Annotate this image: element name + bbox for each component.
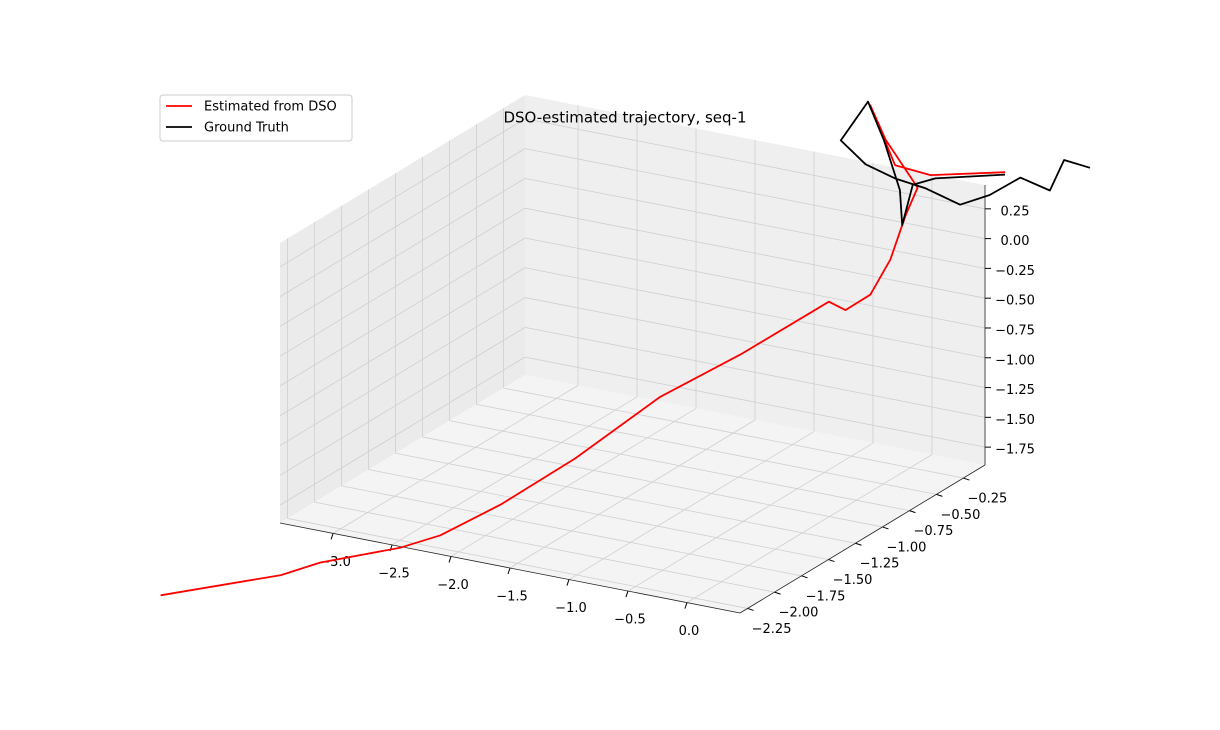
z-tick-label: −1.25 xyxy=(995,383,1035,398)
legend-label: Ground Truth xyxy=(204,121,289,136)
y-tick xyxy=(963,477,970,481)
x-tick-label: −1.0 xyxy=(555,601,587,616)
z-tick-label: 0.25 xyxy=(1001,204,1030,219)
grid-line xyxy=(524,118,986,210)
grid-line xyxy=(279,267,526,417)
legend: Estimated from DSO Ground Truth xyxy=(159,94,353,142)
x-tick-label: 0.0 xyxy=(679,624,700,639)
y-tick xyxy=(909,510,916,514)
z-tick-label: −0.25 xyxy=(995,264,1035,279)
x-tick-label: −0.5 xyxy=(614,613,646,628)
z-tick-label: −0.75 xyxy=(995,323,1035,338)
grid-line xyxy=(524,267,986,359)
x-tick-label: −2.0 xyxy=(437,578,469,593)
y-tick xyxy=(801,575,808,579)
x-tick xyxy=(566,579,570,586)
grid-line xyxy=(509,419,756,569)
grid-line xyxy=(287,518,748,609)
x-tick xyxy=(625,590,629,598)
x-tick xyxy=(330,533,334,540)
grid-line xyxy=(524,207,986,299)
grid-line xyxy=(279,297,526,446)
grid-line xyxy=(279,207,526,357)
chart-title: DSO-estimated trajectory, seq-1 xyxy=(503,109,746,127)
y-tick xyxy=(936,493,943,497)
x-tick-label: −2.5 xyxy=(378,566,410,581)
grid-line xyxy=(503,387,964,479)
y-tick-label: −0.75 xyxy=(914,524,954,539)
grid-line xyxy=(391,396,638,546)
grid-line xyxy=(524,237,986,329)
x-tick xyxy=(448,556,452,563)
x-tick xyxy=(507,567,511,575)
grid-line xyxy=(450,408,697,557)
grid-line xyxy=(279,178,526,327)
grid-line xyxy=(341,485,802,577)
y-tick-label: −1.75 xyxy=(806,589,846,604)
y-tick-label: −1.25 xyxy=(860,557,900,572)
y-tick xyxy=(747,607,754,611)
grid-line xyxy=(368,469,829,560)
y-tick-label: −0.50 xyxy=(941,508,981,523)
grid-line xyxy=(332,385,579,534)
legend-label: Estimated from DSO xyxy=(204,100,337,115)
grid-line xyxy=(524,326,986,418)
grid-line xyxy=(279,118,526,268)
axes: −3.0−2.5−2.0−1.5−1.0−0.50.0 −2.25−2.00−1.… xyxy=(279,185,1035,639)
grid-line xyxy=(279,237,526,387)
grid-line xyxy=(279,356,526,506)
grid-line xyxy=(449,420,910,512)
axis-line xyxy=(739,464,986,614)
y-tick-label: −1.50 xyxy=(833,573,873,588)
x-tick-label: −1.5 xyxy=(496,590,528,605)
z-tick-label: −1.50 xyxy=(995,413,1035,428)
y-tick-label: −2.00 xyxy=(779,606,819,621)
y-tick xyxy=(828,559,835,563)
z-tick-label: −1.00 xyxy=(995,353,1035,368)
legend-box xyxy=(159,94,353,142)
grid-line xyxy=(422,436,883,528)
y-tick-label: −2.25 xyxy=(752,622,792,637)
z-tick-label: −1.75 xyxy=(995,443,1035,458)
grid-line xyxy=(524,356,986,448)
z-tick-label: −0.50 xyxy=(995,294,1035,309)
axis-line xyxy=(279,522,741,614)
grid-line xyxy=(524,178,986,269)
grid-line xyxy=(476,403,937,495)
y-tick-label: −1.00 xyxy=(887,540,927,555)
grid-line xyxy=(279,326,526,476)
y-tick xyxy=(774,591,781,595)
grid-line xyxy=(524,148,986,240)
z-tick-label: 0.00 xyxy=(1001,234,1030,249)
trajectory-line xyxy=(839,100,1091,226)
grid-line xyxy=(279,148,526,297)
grid-line xyxy=(314,501,775,593)
grid-line xyxy=(524,297,986,388)
grid-line xyxy=(395,452,856,544)
grid xyxy=(279,105,986,609)
y-tick-label: −0.25 xyxy=(967,492,1007,507)
grid-line xyxy=(568,431,815,580)
y-tick xyxy=(855,542,862,546)
grid-line xyxy=(686,454,933,603)
grid-line xyxy=(627,442,874,592)
lines xyxy=(160,100,1091,597)
x-tick xyxy=(684,602,688,609)
y-tick xyxy=(882,526,889,530)
